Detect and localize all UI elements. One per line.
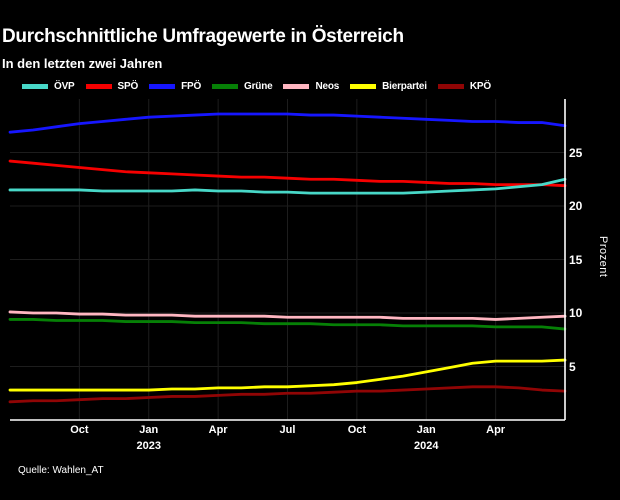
y-tick-label: 15 [569, 252, 583, 267]
series-line-neos [8, 310, 567, 321]
legend-label: Neos [315, 80, 340, 92]
legend-item-kpo: KPÖ [437, 80, 491, 92]
y-axis-title: Prozent [597, 236, 609, 278]
legend-label: Grüne [244, 80, 273, 92]
y-tick-label: 5 [569, 359, 576, 374]
series-line-ovp [8, 177, 567, 195]
y-tick-label: 20 [569, 199, 583, 213]
legend-swatch-grune [212, 83, 239, 89]
legend-item-grune: Grüne [212, 80, 273, 92]
legend-item-ovp: ÖVP [22, 81, 75, 92]
y-tick-label: 25 [569, 145, 583, 160]
x-year-label: 2024 [414, 440, 439, 452]
x-tick-label: Oct [70, 424, 89, 436]
legend-swatch-spo [85, 83, 112, 89]
series-line-fpo [8, 112, 567, 134]
legend-swatch-ovp [22, 83, 48, 89]
x-year-label: 2023 [136, 440, 161, 452]
x-tick-label: Jan [416, 424, 436, 436]
x-tick-label: Apr [208, 424, 228, 436]
legend-label: ÖVP [54, 80, 75, 92]
x-tick-label: Jan [139, 424, 159, 436]
legend-label: SPÖ [117, 80, 139, 92]
series-line-spo [8, 159, 567, 188]
legend-swatch-neos [283, 83, 310, 89]
legend-item-spo: SPÖ [85, 80, 139, 92]
page-title: Durchschnittliche Umfragewerte in Österr… [2, 26, 404, 47]
legend-swatch-bierpartei [350, 83, 377, 89]
legend-item-bierpartei: Bierpartei [350, 81, 427, 92]
source-credit: Quelle: Wahlen_AT [18, 465, 104, 476]
page-subtitle: In den letzten zwei Jahren [2, 56, 163, 71]
series-line-kpo [8, 385, 567, 404]
y-tick-label: 10 [569, 306, 583, 320]
x-tick-label: Jul [279, 424, 296, 436]
legend-label: KPÖ [469, 80, 491, 92]
chart-legend: ÖVP SPÖ FPÖ Grüne Neos Bierpartei KPÖ [22, 79, 491, 93]
series-line-grune [8, 318, 567, 331]
legend-label: FPÖ [181, 80, 202, 92]
legend-item-neos: Neos [283, 81, 339, 92]
legend-label: Bierpartei [382, 80, 427, 92]
legend-swatch-fpo [149, 83, 176, 89]
legend-item-fpo: FPÖ [149, 81, 201, 92]
x-tick-label: Apr [486, 424, 506, 436]
x-tick-label: Oct [347, 424, 367, 436]
series-line-bierpartei [8, 358, 567, 392]
legend-swatch-kpo [437, 83, 464, 89]
